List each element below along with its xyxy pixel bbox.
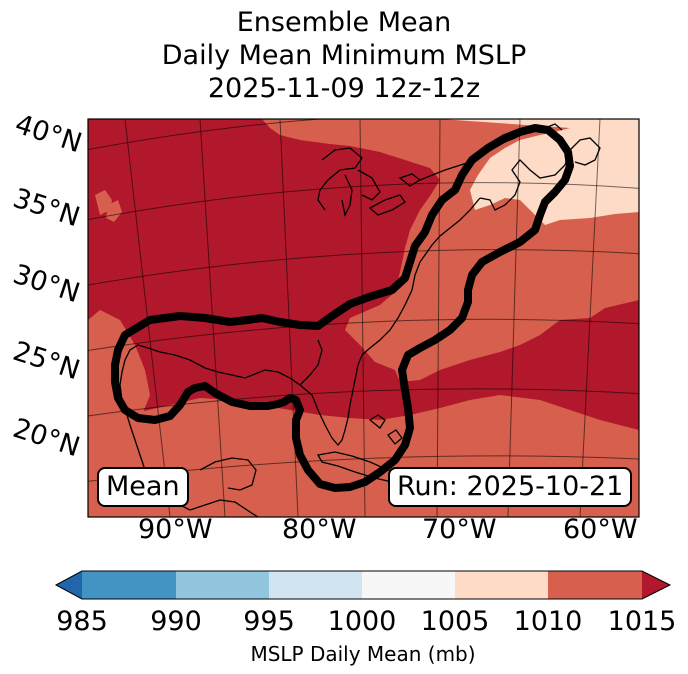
pressure-field-low [440,119,639,225]
lon-label-60w: 60°W [563,514,638,545]
colorbar [54,570,672,600]
title-line-2: Daily Mean Minimum MSLP [161,40,527,71]
colorbar-tick-1010: 1010 [513,606,583,637]
graticule [88,119,639,517]
colorbar-tick-990: 990 [150,606,202,637]
lon-label-80w: 80°W [282,514,357,545]
colorbar-tick-1000: 1000 [327,606,397,637]
pressure-field-mid-patch [95,190,122,222]
map-title: Ensemble Mean Daily Mean Minimum MSLP 20… [0,6,688,105]
colorbar-extend-high [642,571,670,599]
run-date-box: Run: 2025-10-21 [388,467,633,507]
colorbar-bin-995-1000 [269,571,363,599]
mean-label-box: Mean [97,467,189,507]
colorbar-extend-low [56,571,82,599]
lon-label-90w: 90°W [138,514,213,545]
pressure-field-low-strip [570,119,639,125]
title-line-3: 2025-11-09 12z-12z [207,73,481,104]
colorbar-tick-985: 985 [56,606,108,637]
colorbar-bin-985-990 [82,571,176,599]
colorbar-bin-1010-1015 [548,571,642,599]
colorbar-bin-1000-1005 [362,571,456,599]
colorbar-tick-995: 995 [243,606,295,637]
map-frame [87,118,640,518]
colorbar-label: MSLP Daily Mean (mb) [250,642,476,666]
mean-contour [111,124,574,492]
colorbar-outline [54,570,672,600]
colorbar-tick-1015: 1015 [607,606,677,637]
colorbar-bin-990-995 [176,571,270,599]
colorbar-bin-1005-1010 [455,571,549,599]
title-line-1: Ensemble Mean [236,7,452,38]
colorbar-tick-1005: 1005 [420,606,490,637]
lon-label-70w: 70°W [422,514,497,545]
